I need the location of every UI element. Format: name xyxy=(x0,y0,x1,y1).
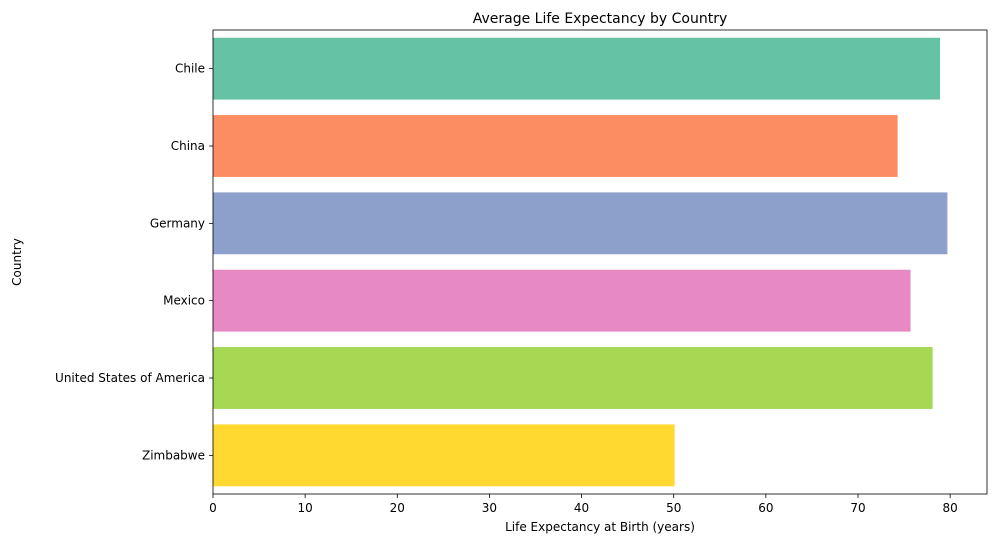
bar-chile xyxy=(213,37,941,100)
x-tick-label: 30 xyxy=(482,501,497,515)
y-tick-label: Germany xyxy=(150,216,205,230)
bar-china xyxy=(213,115,898,177)
y-tick-label: Chile xyxy=(175,62,205,76)
bar-mexico xyxy=(213,269,911,332)
x-tick-label: 40 xyxy=(574,501,589,515)
x-tick-label: 70 xyxy=(850,501,865,515)
x-tick-label: 80 xyxy=(943,501,958,515)
chart-title: Average Life Expectancy by Country xyxy=(473,11,728,27)
y-tick-label: Mexico xyxy=(163,294,205,308)
bar-germany xyxy=(213,192,948,255)
x-axis-ticks: 0 10 20 30 40 50 60 70 80 xyxy=(209,494,958,515)
x-tick-label: 0 xyxy=(209,501,217,515)
x-tick-label: 50 xyxy=(666,501,681,515)
y-tick-label: United States of America xyxy=(55,371,205,385)
plot-frame xyxy=(212,29,988,495)
y-tick-label: China xyxy=(171,139,205,153)
x-tick-label: 60 xyxy=(758,501,773,515)
bar-united-states-of-america xyxy=(213,347,933,409)
y-tick-label: Zimbabwe xyxy=(142,448,205,462)
bars-group xyxy=(213,37,948,487)
x-tick-label: 10 xyxy=(298,501,313,515)
bar-zimbabwe xyxy=(213,424,675,487)
y-axis-ticks: Chile China Germany Mexico United States of … xyxy=(55,62,213,462)
x-axis-label: Life Expectancy at Birth (years) xyxy=(505,520,695,534)
y-axis-label: Country xyxy=(10,238,24,286)
x-tick-label: 20 xyxy=(390,501,405,515)
